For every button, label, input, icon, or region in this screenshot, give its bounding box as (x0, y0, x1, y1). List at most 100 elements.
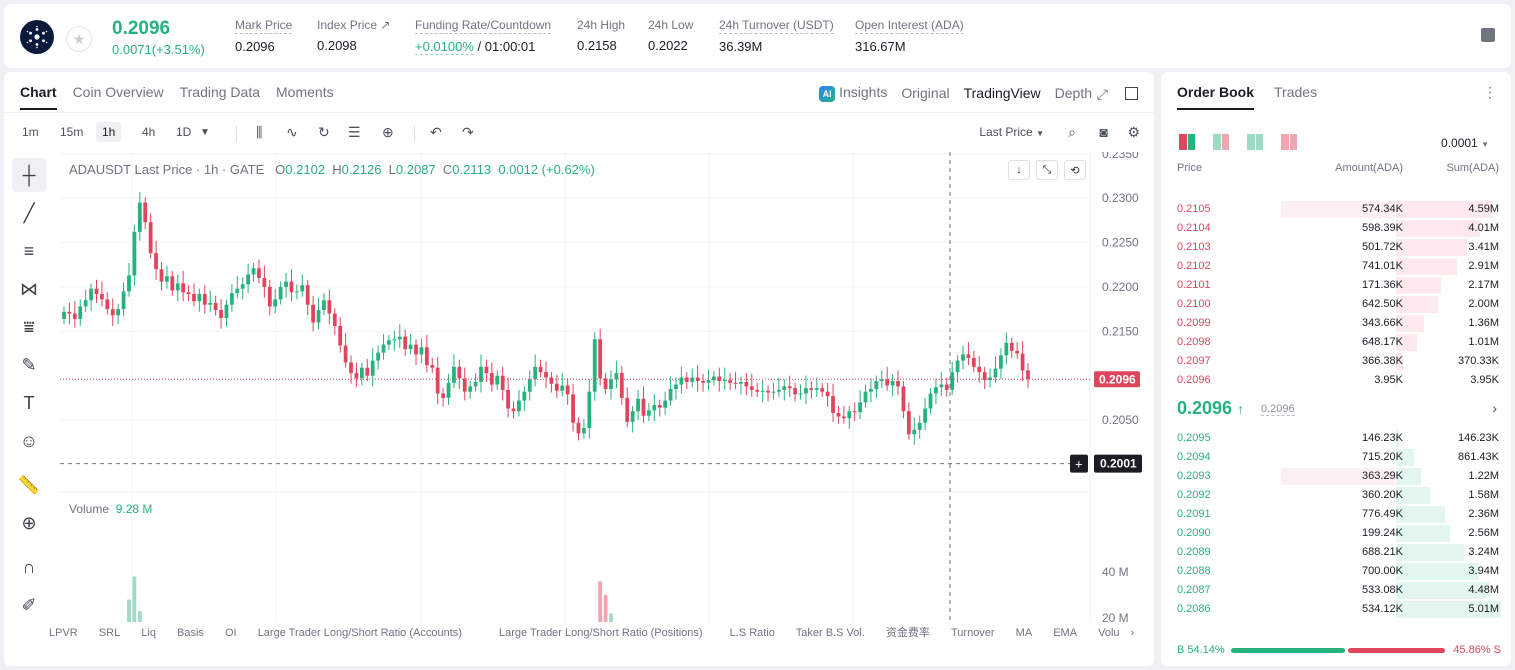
indicator-item[interactable]: Basis (177, 627, 204, 639)
candle-body (349, 362, 353, 374)
view-original[interactable]: Original (901, 85, 950, 101)
ask-row[interactable]: 0.2102 741.01K 2.91M (1177, 257, 1501, 276)
bid-row[interactable]: 0.2086 534.12K 5.01M (1177, 600, 1501, 619)
bid-row[interactable]: 0.2095 146.23K 146.23K (1177, 429, 1501, 448)
index-price-link[interactable]: Index Price ↗ (317, 18, 391, 32)
indicators-icon[interactable]: ∿ (286, 124, 298, 140)
indicator-item[interactable]: LPVR (49, 627, 78, 639)
layout-bids-icon[interactable] (1247, 134, 1263, 150)
ruler-tool-icon[interactable]: 📏 (17, 474, 41, 495)
tab-moments[interactable]: Moments (276, 84, 334, 100)
ask-row[interactable]: 0.2100 642.50K 2.00M (1177, 295, 1501, 314)
indicator-item[interactable]: Volu (1098, 627, 1120, 639)
indicator-item[interactable]: MA (1015, 627, 1033, 639)
insights-button[interactable]: AI Insights (819, 84, 887, 102)
sum-depth-bar (1396, 334, 1417, 351)
interval-4h[interactable]: 4h (142, 125, 156, 139)
indicator-item[interactable]: Large Trader Long/Short Ratio (Accounts) (257, 627, 462, 639)
bid-row[interactable]: 0.2094 715.20K 861.43K (1177, 448, 1501, 467)
compare-icon[interactable]: ↻ (318, 124, 330, 140)
collapse-icon[interactable]: ⤡ (1036, 160, 1058, 180)
camera-icon[interactable]: ◙ (1099, 124, 1108, 140)
tick-size-select[interactable]: 0.0001 ▼ (1441, 136, 1489, 150)
bid-row[interactable]: 0.2093 363.29K 1.22M (1177, 467, 1501, 486)
trend-line-tool-icon[interactable]: ╱ (23, 202, 35, 223)
templates-icon[interactable]: ☰ (348, 124, 361, 140)
more-options-icon[interactable]: ⋮ (1483, 84, 1497, 100)
interval-15m[interactable]: 15m (60, 125, 84, 139)
ask-row[interactable]: 0.2101 171.36K 2.17M (1177, 276, 1501, 295)
interval-1h[interactable]: 1h (96, 122, 122, 142)
ask-row[interactable]: 0.2098 648.17K 1.01M (1177, 333, 1501, 352)
reset-chart-icon[interactable]: ⟲ (1064, 160, 1086, 180)
interval-dropdown-icon[interactable]: ▼ (200, 127, 210, 138)
ask-row[interactable]: 0.2097 366.38K 370.33K (1177, 352, 1501, 371)
candle-body (766, 390, 770, 393)
price-chart[interactable]: 0.2096+0.2001Mon 14 Sep '26 16:004.41 M1… (60, 152, 1150, 622)
bid-row[interactable]: 0.2087 533.08K 4.48M (1177, 581, 1501, 600)
tab-order-book[interactable]: Order Book (1177, 84, 1255, 110)
indicator-item[interactable]: L.S Ratio (729, 627, 775, 639)
tab-trades[interactable]: Trades (1274, 84, 1318, 100)
redo-icon[interactable]: ↷ (462, 124, 474, 140)
interval-1d[interactable]: 1D (176, 125, 192, 139)
ask-row[interactable]: 0.2096 3.95K 3.95K (1177, 371, 1501, 390)
bid-row[interactable]: 0.2090 199.24K 2.56M (1177, 524, 1501, 543)
window-mode-icon[interactable] (1125, 87, 1138, 100)
bid-row[interactable]: 0.2092 360.20K 1.58M (1177, 486, 1501, 505)
chevron-right-icon[interactable]: › (1130, 627, 1135, 639)
indicator-item[interactable]: 资金费率 (885, 627, 930, 639)
chevron-right-icon[interactable]: › (1492, 400, 1497, 416)
zoom-in-tool-icon[interactable]: ⊕ (21, 512, 37, 533)
emoji-tool-icon[interactable]: ☺ (19, 430, 39, 451)
layout-mixed-icon[interactable] (1213, 134, 1229, 150)
favorite-star-icon[interactable]: ★ (66, 26, 92, 52)
view-depth[interactable]: Depth (1054, 85, 1092, 101)
fullscreen-expand-icon[interactable]: ⤢ (1096, 86, 1108, 102)
funding-rate-value[interactable]: +0.0100% (415, 39, 474, 55)
indicator-item[interactable]: Turnover (950, 627, 995, 639)
interval-1m[interactable]: 1m (22, 125, 39, 139)
tab-coin-overview[interactable]: Coin Overview (72, 84, 164, 100)
brush-tool-icon[interactable]: ✎ (21, 354, 37, 375)
gear-icon[interactable]: ⚙ (1127, 124, 1140, 140)
bid-row[interactable]: 0.2091 776.49K 2.36M (1177, 505, 1501, 524)
candle-type-icon[interactable]: ⫼ (256, 124, 263, 140)
search-icon[interactable]: ⌕ (1068, 124, 1076, 140)
indicator-item[interactable]: SRL (98, 627, 121, 639)
sum-depth-bar (1396, 220, 1480, 237)
ask-row[interactable]: 0.2105 574.34K 4.59M (1177, 200, 1501, 219)
indicator-item[interactable]: EMA (1053, 627, 1078, 639)
bid-row[interactable]: 0.2089 688.21K 3.24M (1177, 543, 1501, 562)
scroll-down-icon[interactable]: ↓ (1008, 160, 1030, 180)
layout-asks-icon[interactable] (1281, 134, 1297, 150)
funding-rate-label[interactable]: Funding Rate/Countdown (415, 18, 552, 34)
fib-tool-icon[interactable]: ⩸ (23, 316, 35, 337)
indicator-item[interactable]: Large Trader Long/Short Ratio (Positions… (498, 627, 703, 639)
undo-icon[interactable]: ↶ (430, 124, 442, 140)
indicator-item[interactable]: OI (225, 627, 237, 639)
layout-both-icon[interactable] (1179, 134, 1195, 150)
guide-book-icon[interactable] (1481, 28, 1495, 42)
tab-chart[interactable]: Chart (20, 84, 57, 110)
lock-draw-tool-icon[interactable]: ✐ (21, 594, 37, 615)
indicator-item[interactable]: Taker B.S Vol. (795, 627, 865, 639)
add-indicator-icon[interactable]: ⊕ (382, 124, 394, 140)
open-interest-label[interactable]: Open Interest (ADA) (855, 18, 964, 34)
text-tool-icon[interactable]: T (23, 392, 35, 413)
ask-row[interactable]: 0.2104 598.39K 4.01M (1177, 219, 1501, 238)
magnet-tool-icon[interactable]: ∩ (22, 556, 36, 577)
price-source-select[interactable]: Last Price ▼ (979, 125, 1044, 139)
horizontal-lines-tool-icon[interactable]: ≡ (23, 240, 35, 261)
pattern-tool-icon[interactable]: ⋈ (20, 278, 38, 299)
ask-row[interactable]: 0.2099 343.66K 1.36M (1177, 314, 1501, 333)
indicator-item[interactable]: Liq (141, 627, 156, 639)
view-tradingview[interactable]: TradingView (963, 85, 1041, 101)
crosshair-tool-icon[interactable]: ┼ (12, 158, 46, 192)
candle-body (527, 379, 532, 392)
ask-row[interactable]: 0.2103 501.72K 3.41M (1177, 238, 1501, 257)
mark-price-label[interactable]: Mark Price (235, 18, 293, 34)
turnover-label[interactable]: 24h Turnover (USDT) (719, 18, 834, 34)
bid-row[interactable]: 0.2088 700.00K 3.94M (1177, 562, 1501, 581)
tab-trading-data[interactable]: Trading Data (179, 84, 261, 100)
